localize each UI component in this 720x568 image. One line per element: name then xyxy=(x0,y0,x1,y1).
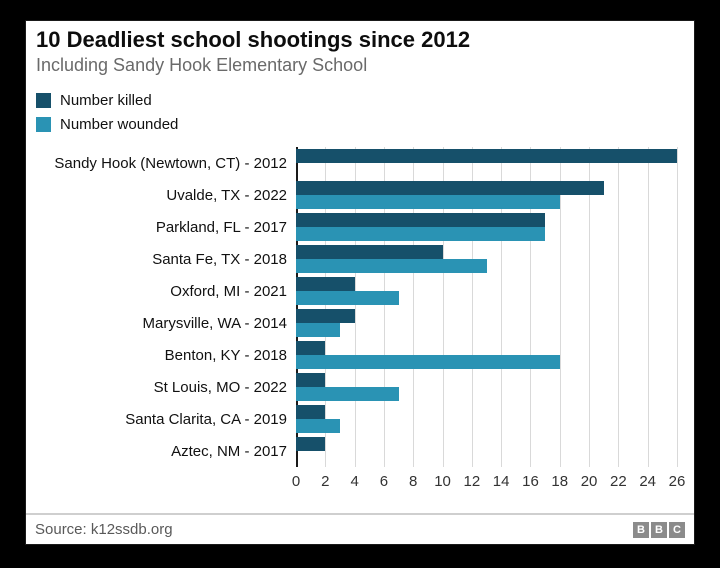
chart-row: Santa Clarita, CA - 2019 xyxy=(26,403,677,435)
bar-group xyxy=(296,211,677,243)
legend-item: Number killed xyxy=(36,92,178,109)
x-tick-label: 2 xyxy=(321,473,330,490)
x-tick-label: 16 xyxy=(522,473,539,490)
bar-killed xyxy=(296,213,546,227)
legend-swatch-icon xyxy=(36,117,51,132)
bar-killed xyxy=(296,341,326,355)
x-tick-label: 14 xyxy=(492,473,510,490)
x-tick-label: 26 xyxy=(668,473,686,490)
gridline xyxy=(501,147,503,467)
bar-killed xyxy=(296,373,326,387)
category-label: Oxford, MI - 2021 xyxy=(170,282,287,300)
legend-label: Number wounded xyxy=(60,116,179,133)
bbc-logo-block: B xyxy=(633,521,649,538)
category-label: Benton, KY - 2018 xyxy=(164,346,287,364)
gridline xyxy=(647,147,649,467)
category-label: Santa Fe, TX - 2018 xyxy=(152,250,287,268)
gridline xyxy=(383,147,385,467)
bar-group xyxy=(296,307,677,339)
chart-row: Marysville, WA - 2014 xyxy=(26,307,677,339)
bar-group xyxy=(296,435,677,467)
y-axis-line xyxy=(296,147,298,467)
bbc-logo-block: C xyxy=(669,521,685,538)
x-tick-label: 4 xyxy=(350,473,359,490)
bar-group xyxy=(296,179,677,211)
legend-label: Number killed xyxy=(60,92,152,109)
bar-group xyxy=(296,339,677,371)
chart-rows: Sandy Hook (Newtown, CT) - 2012 Uvalde, T… xyxy=(26,147,677,467)
chart-title: 10 Deadliest school shootings since 2012 xyxy=(36,27,471,52)
bar-group xyxy=(296,403,677,435)
category-label: Santa Clarita, CA - 2019 xyxy=(125,410,287,428)
bar-group xyxy=(296,243,677,275)
bar-killed xyxy=(296,149,677,163)
chart-row: Uvalde, TX - 2022 xyxy=(26,179,677,211)
gridline xyxy=(559,147,561,467)
chart-card: 10 Deadliest school shootings since 2012… xyxy=(25,20,695,545)
category-label: Aztec, NM - 2017 xyxy=(171,442,287,460)
gridline xyxy=(442,147,444,467)
bar-wounded xyxy=(296,355,560,369)
bar-wounded xyxy=(296,195,560,209)
legend-item: Number wounded xyxy=(36,116,178,133)
bar-killed xyxy=(296,245,443,259)
x-tick-label: 18 xyxy=(551,473,569,490)
bar-killed xyxy=(296,277,355,291)
bar-wounded xyxy=(296,291,399,305)
gridline xyxy=(471,147,473,467)
gridline xyxy=(677,147,678,467)
chart-row: Benton, KY - 2018 xyxy=(26,339,677,371)
bar-killed xyxy=(296,309,355,323)
chart-subtitle: Including Sandy Hook Elementary School xyxy=(36,55,368,75)
x-tick-label: 12 xyxy=(463,473,481,490)
chart-row: Santa Fe, TX - 2018 xyxy=(26,243,677,275)
x-tick-label: 6 xyxy=(379,473,389,490)
bar-killed xyxy=(296,405,326,419)
category-label: Sandy Hook (Newtown, CT) - 2012 xyxy=(54,154,287,172)
x-tick-label: 8 xyxy=(409,473,418,490)
x-tick-label: 20 xyxy=(580,473,598,490)
bar-wounded xyxy=(296,323,340,337)
bar-group xyxy=(296,371,677,403)
gridline xyxy=(413,147,415,467)
x-tick-label: 22 xyxy=(610,473,627,490)
chart-row: St Louis, MO - 2022 xyxy=(26,371,677,403)
bar-wounded xyxy=(296,259,487,273)
chart-row: Sandy Hook (Newtown, CT) - 2012 xyxy=(26,147,677,179)
category-label: Marysville, WA - 2014 xyxy=(142,314,288,332)
gridline xyxy=(354,147,356,467)
plot-gridlines xyxy=(296,147,678,467)
gridline xyxy=(618,147,620,467)
gridline xyxy=(589,147,591,467)
bar-group xyxy=(296,275,677,307)
bar-killed xyxy=(296,437,326,451)
x-tick-label: 24 xyxy=(639,473,657,490)
bar-killed xyxy=(296,181,604,195)
gridline xyxy=(325,147,327,467)
bar-wounded xyxy=(296,387,399,401)
gridline xyxy=(530,147,532,467)
x-axis-tick-labels: 0 2 4 6 8 10 12 14 16 18 20 22 24 26 xyxy=(292,473,686,493)
chart-row: Aztec, NM - 2017 xyxy=(26,435,677,467)
category-label: Uvalde, TX - 2022 xyxy=(166,186,287,204)
category-label: St Louis, MO - 2022 xyxy=(153,378,287,396)
legend: Number killed Number wounded xyxy=(36,92,178,133)
chart-row: Parkland, FL - 2017 xyxy=(26,211,677,243)
bar-wounded xyxy=(296,227,546,241)
bar-group xyxy=(296,147,677,179)
category-label: Parkland, FL - 2017 xyxy=(155,218,287,236)
bbc-logo-block: B xyxy=(651,521,667,538)
bar-wounded xyxy=(296,419,340,433)
x-tick-label: 10 xyxy=(434,473,451,490)
x-tick-label: 0 xyxy=(291,473,301,490)
legend-swatch-icon xyxy=(36,93,51,108)
chart-row: Oxford, MI - 2021 xyxy=(26,275,677,307)
source-text: Source: k12ssdb.org xyxy=(35,521,173,538)
